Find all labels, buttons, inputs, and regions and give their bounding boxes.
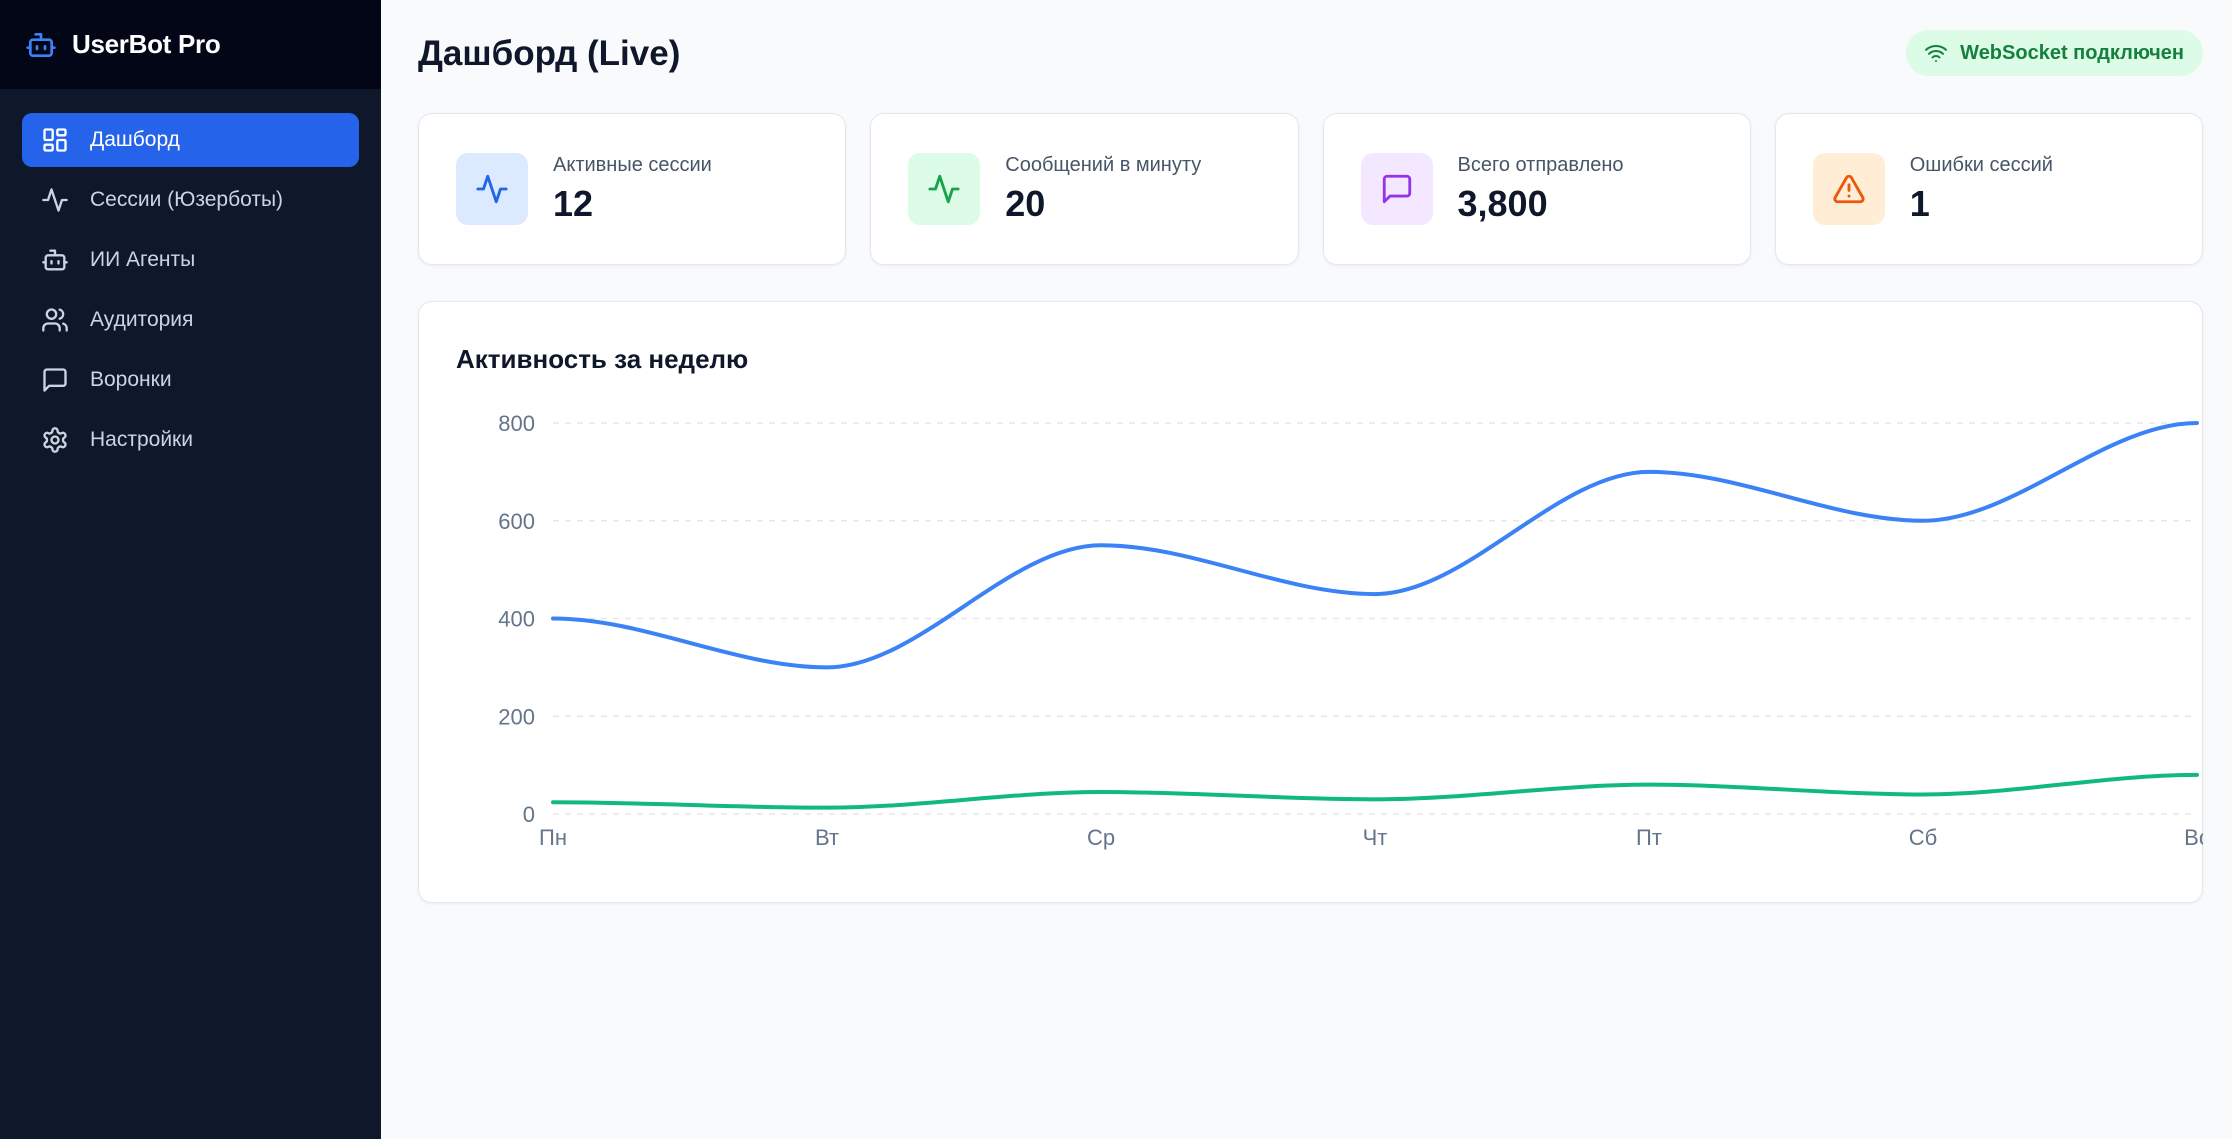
- stats-cards: Активные сессии 12 Сообщений в минуту 20…: [418, 113, 2203, 265]
- x-tick-label: Сб: [1909, 825, 1938, 850]
- x-tick-label: Пт: [1636, 825, 1662, 850]
- sidebar-item-label: Аудитория: [90, 308, 194, 331]
- sidebar: UserBot Pro Дашборд Сессии (Юзерботы) ИИ…: [0, 0, 381, 1139]
- sidebar-item-dashboard[interactable]: Дашборд: [22, 113, 359, 167]
- sidebar-item-funnels[interactable]: Воронки: [22, 353, 359, 407]
- x-tick-label: Чт: [1363, 825, 1388, 850]
- sidebar-item-audience[interactable]: Аудитория: [22, 293, 359, 347]
- dashboard-icon: [40, 125, 70, 155]
- sidebar-nav: Дашборд Сессии (Юзерботы) ИИ Агенты Ауди…: [0, 89, 381, 467]
- alert-triangle-icon: [1812, 153, 1885, 225]
- wifi-icon: [1924, 41, 1948, 65]
- stat-card-session-errors: Ошибки сессий 1: [1774, 113, 2203, 265]
- bot-icon: [40, 245, 70, 275]
- stat-card-active-sessions: Активные сессии 12: [418, 113, 847, 265]
- brand[interactable]: UserBot Pro: [0, 0, 381, 89]
- series-line-1: [551, 421, 2199, 670]
- stat-card-messages-per-minute: Сообщений в минуту 20: [870, 113, 1299, 265]
- users-icon: [40, 305, 70, 335]
- activity-chart-card: Активность за неделю 0 200 400 600 800 Пн Вт Ср…: [418, 301, 2203, 903]
- sidebar-item-sessions[interactable]: Сессии (Юзерботы): [22, 173, 359, 227]
- y-tick-label: 800: [498, 411, 535, 436]
- sidebar-item-label: Настройки: [90, 428, 193, 451]
- websocket-status-text: WebSocket подключен: [1960, 41, 2184, 64]
- stat-label: Всего отправлено: [1457, 153, 1624, 176]
- stat-label: Сообщений в минуту: [1005, 153, 1202, 176]
- activity-icon: [40, 185, 70, 215]
- bot-icon: [24, 28, 58, 62]
- y-tick-label: 0: [523, 802, 535, 827]
- sidebar-item-settings[interactable]: Настройки: [22, 413, 359, 467]
- stat-card-total-sent: Всего отправлено 3,800: [1322, 113, 1751, 265]
- y-tick-label: 400: [498, 607, 535, 632]
- activity-icon: [908, 153, 981, 225]
- page-title: Дашборд (Live): [418, 34, 681, 73]
- brand-name: UserBot Pro: [72, 29, 221, 59]
- sidebar-item-label: Сессии (Юзерботы): [90, 188, 284, 211]
- activity-chart: 0 200 400 600 800 Пн Вт Ср Чт Пт Сб Вс: [498, 411, 2203, 850]
- websocket-status-badge: WebSocket подключен: [1906, 30, 2203, 76]
- message-icon: [40, 365, 70, 395]
- stat-value: 3,800: [1457, 182, 1548, 224]
- main-content: Дашборд (Live) WebSocket подключен Актив…: [381, 0, 2232, 1139]
- x-tick-label: Вт: [815, 825, 839, 850]
- activity-icon: [456, 153, 528, 225]
- stat-value: 12: [553, 182, 594, 224]
- x-tick-label: Вс: [2184, 825, 2203, 850]
- sidebar-item-label: ИИ Агенты: [90, 248, 196, 271]
- stat-value: 1: [1909, 182, 1930, 224]
- sidebar-item-label: Воронки: [90, 368, 172, 391]
- message-icon: [1360, 153, 1433, 225]
- gear-icon: [40, 425, 70, 455]
- x-tick-label: Пн: [539, 825, 567, 850]
- y-tick-label: 600: [498, 509, 535, 534]
- y-tick-label: 200: [498, 704, 535, 729]
- stat-label: Активные сессии: [553, 153, 712, 176]
- stat-value: 20: [1005, 182, 1046, 224]
- sidebar-item-ai-agents[interactable]: ИИ Агенты: [22, 233, 359, 287]
- stat-label: Ошибки сессий: [1909, 153, 2053, 176]
- x-tick-label: Ср: [1087, 825, 1115, 850]
- sidebar-item-label: Дашборд: [90, 128, 180, 151]
- series-line-2: [551, 772, 2199, 810]
- chart-title: Активность за неделю: [456, 344, 749, 374]
